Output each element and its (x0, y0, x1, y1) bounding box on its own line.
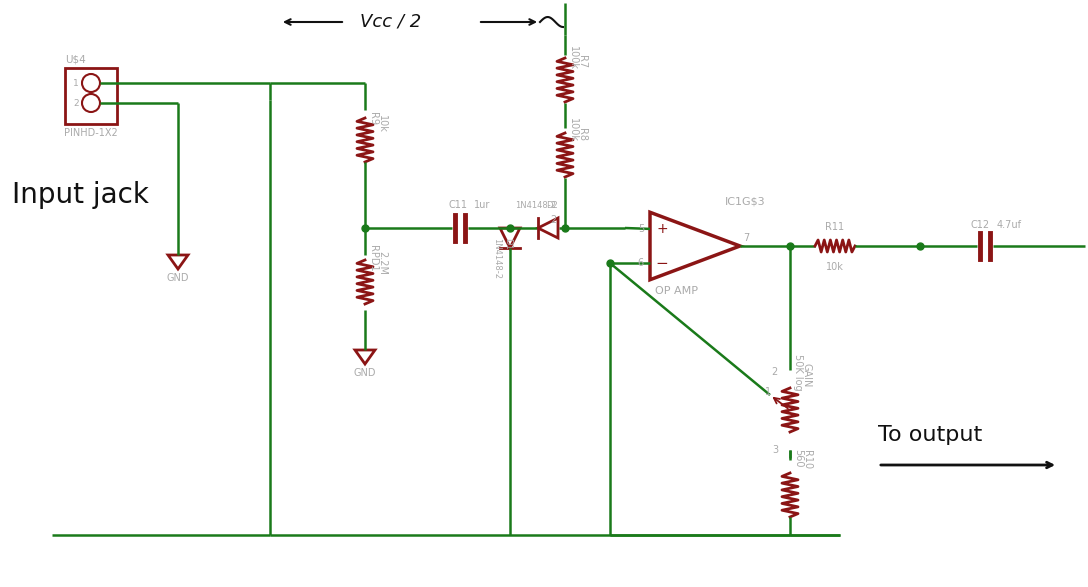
Text: IC1G$3: IC1G$3 (725, 196, 766, 206)
Text: PINHD-1X2: PINHD-1X2 (64, 128, 118, 138)
Text: D2: D2 (546, 201, 558, 210)
Text: 100k: 100k (568, 118, 578, 142)
Text: 10k: 10k (378, 115, 387, 133)
Text: R11: R11 (826, 222, 844, 232)
Text: 6: 6 (638, 258, 644, 268)
Text: 1N4148-2: 1N4148-2 (516, 201, 556, 210)
Text: R8: R8 (577, 129, 588, 141)
Text: 4.7uf: 4.7uf (997, 220, 1022, 230)
Text: GAIN: GAIN (802, 363, 812, 387)
Text: C11: C11 (448, 200, 468, 210)
Text: 7: 7 (743, 233, 750, 243)
Text: U$4: U$4 (65, 55, 86, 65)
Text: GND: GND (354, 368, 376, 378)
Text: 1ur: 1ur (474, 200, 491, 210)
Text: 2: 2 (73, 99, 78, 107)
Text: 2: 2 (771, 367, 778, 377)
Bar (65, 68, 118, 124)
Text: To output: To output (878, 425, 982, 445)
Text: 100k: 100k (568, 46, 578, 70)
Text: +: + (656, 222, 668, 236)
Text: GND: GND (166, 273, 189, 283)
Text: OP AMP: OP AMP (655, 286, 698, 296)
Text: C12: C12 (970, 220, 990, 230)
Text: 1: 1 (73, 79, 78, 87)
Text: R10: R10 (802, 450, 812, 470)
Text: 3: 3 (771, 445, 778, 455)
Text: 10k: 10k (826, 262, 844, 272)
Text: 1N4148-2: 1N4148-2 (493, 238, 502, 279)
Text: 2.2M: 2.2M (378, 251, 387, 275)
Text: D1: D1 (504, 238, 512, 249)
Text: 50K log: 50K log (793, 354, 803, 390)
Text: Input jack: Input jack (12, 181, 149, 209)
Text: RPD1: RPD1 (368, 245, 378, 271)
Text: Vcc / 2: Vcc / 2 (360, 13, 421, 31)
Text: 560: 560 (793, 448, 803, 467)
Text: 2: 2 (549, 215, 556, 225)
Text: 5: 5 (638, 224, 644, 234)
Text: R9: R9 (368, 112, 378, 124)
Text: R7: R7 (577, 55, 588, 69)
Text: −: − (656, 255, 668, 271)
Text: 1: 1 (765, 387, 771, 397)
